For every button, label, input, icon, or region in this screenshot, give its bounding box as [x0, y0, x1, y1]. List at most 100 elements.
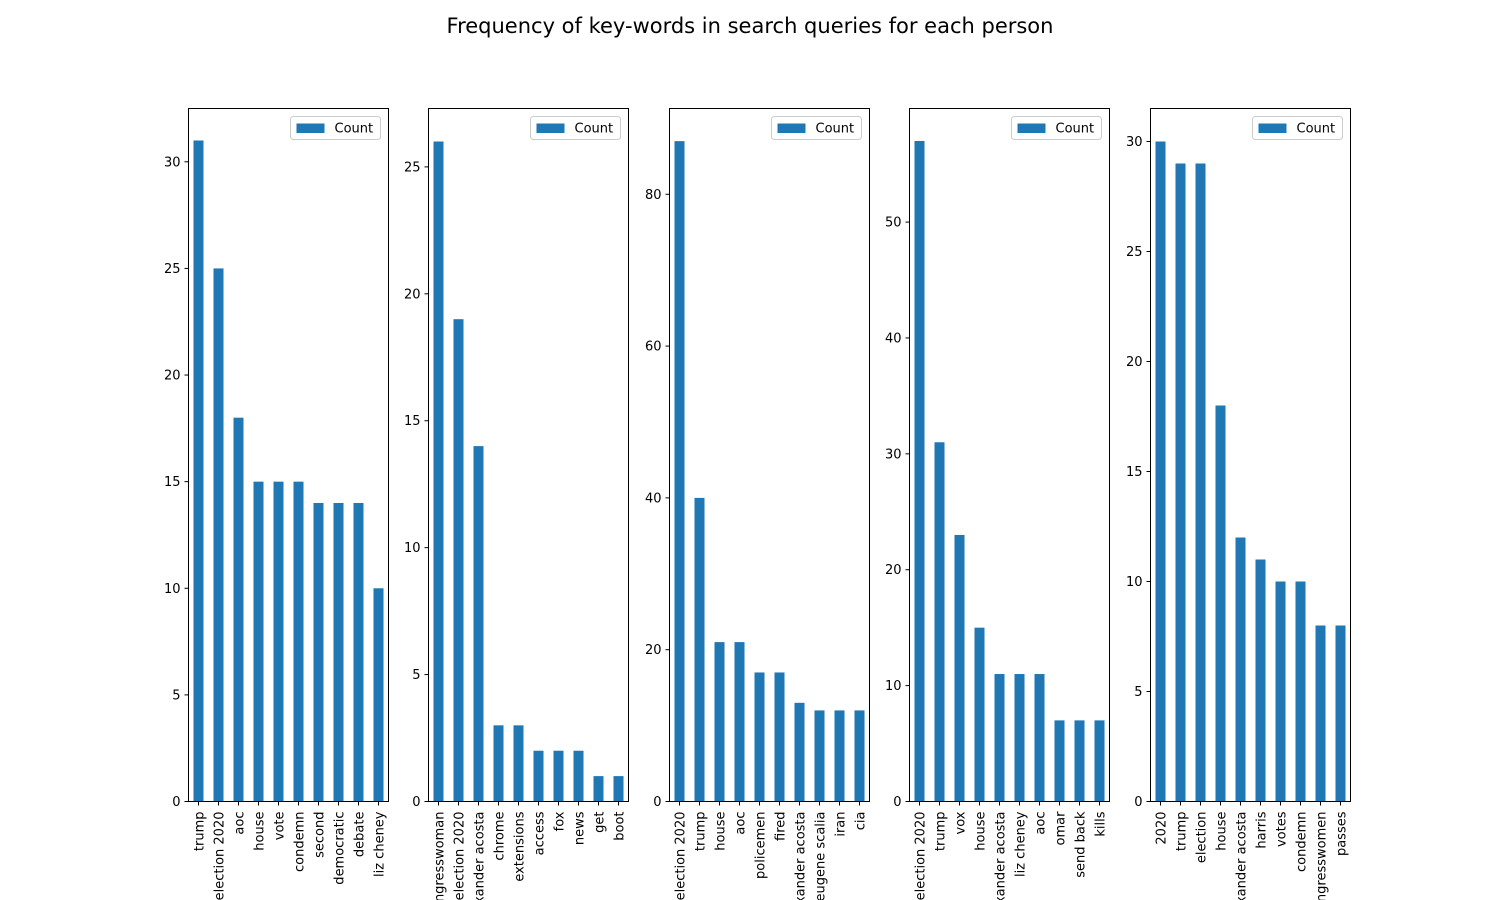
bar	[193, 140, 204, 802]
bar	[1094, 720, 1105, 802]
x-tick-label: alexander acosta	[473, 812, 488, 900]
x-tick-label: congresswoman	[433, 812, 448, 900]
y-tick-label: 0	[893, 795, 901, 810]
legend-box	[530, 116, 621, 140]
bar	[834, 710, 845, 802]
y-tick-label: 0	[1134, 795, 1142, 810]
y-tick-label: 20	[404, 287, 421, 302]
legend-label: Count	[816, 122, 855, 137]
x-tick-label: congresswomen	[1315, 812, 1330, 900]
bar	[313, 502, 324, 802]
bar	[774, 672, 785, 802]
x-tick-label: alexander acosta	[794, 812, 809, 900]
bar	[333, 502, 344, 802]
x-tick-label: harris	[1255, 811, 1270, 848]
legend-label: Count	[1056, 122, 1095, 137]
y-tick-label: 60	[645, 340, 662, 355]
bar	[814, 710, 825, 802]
y-tick-label: 0	[412, 795, 420, 810]
x-tick-label: liz cheney	[1014, 811, 1029, 877]
chart-panel-5: 0 5 10 15 20 25 30 2020 trump election house alexan…	[1126, 108, 1351, 900]
bar	[1275, 581, 1286, 802]
y-tick-label: 10	[885, 679, 902, 694]
y-tick-label: 25	[164, 262, 181, 277]
y-tick-label: 20	[1126, 355, 1143, 370]
x-tick-label: policemen	[754, 812, 769, 879]
axes-frame	[428, 108, 629, 802]
y-tick-label: 30	[885, 447, 902, 462]
bar	[513, 725, 524, 802]
y-tick-label: 15	[1126, 465, 1143, 480]
y-tick-label: 10	[164, 582, 181, 597]
x-tick-label: house	[974, 811, 989, 850]
x-tick-label: second	[313, 812, 328, 858]
x-tick-label: news	[573, 811, 588, 845]
chart-panel-2: 0 5 10 15 20 25 congresswoman election 2020 alex…	[404, 108, 629, 900]
bar	[433, 141, 444, 802]
x-tick-label: trump	[934, 812, 949, 852]
x-tick-label: house	[714, 811, 729, 850]
bar	[1014, 674, 1025, 802]
legend-label: Count	[575, 122, 614, 137]
x-tick-label: election 2020	[674, 812, 689, 900]
bar	[1195, 163, 1206, 802]
legend-swatch	[1258, 123, 1287, 133]
bar	[1155, 141, 1166, 802]
bar	[754, 672, 765, 802]
chart-panel-1: 0 5 10 15 20 25 30 trump election 2020 aoc house vo…	[164, 108, 389, 900]
bar	[553, 750, 564, 802]
y-tick-label: 0	[172, 795, 180, 810]
bar	[273, 481, 284, 802]
bar	[994, 674, 1005, 802]
y-tick-label: 80	[645, 188, 662, 203]
y-tick-label: 5	[172, 688, 180, 703]
y-tick-label: 20	[164, 369, 181, 384]
x-tick-label: cia	[854, 812, 869, 831]
bar	[373, 588, 384, 802]
legend-label: Count	[1297, 122, 1336, 137]
x-tick-label: get	[593, 812, 608, 833]
x-tick-label: send back	[1074, 811, 1089, 878]
legend-box	[290, 116, 381, 140]
bar	[974, 627, 985, 802]
y-tick-label: 0	[653, 795, 661, 810]
x-tick-label: aoc	[233, 812, 248, 835]
axes-frame	[909, 108, 1110, 802]
bar	[213, 268, 224, 802]
bar	[1215, 405, 1226, 802]
x-tick-label: extensions	[513, 811, 528, 881]
bar	[914, 140, 925, 802]
chart-panel-3: 0 20 40 60 80 election 2020 trump house aoc polic…	[645, 108, 870, 900]
legend-box	[771, 116, 862, 140]
legend-swatch	[777, 123, 806, 133]
x-tick-label: fired	[774, 812, 789, 842]
x-tick-label: democratic	[333, 812, 348, 885]
bar	[533, 750, 544, 802]
bar	[1295, 581, 1306, 802]
x-tick-label: debate	[353, 812, 368, 858]
x-tick-label: alexander acosta	[994, 812, 1009, 900]
axes-frame	[188, 108, 389, 802]
legend-box	[1011, 116, 1102, 140]
x-tick-label: election 2020	[213, 812, 228, 900]
bar	[734, 642, 745, 802]
bar	[1175, 163, 1186, 802]
x-tick-label: chrome	[493, 811, 508, 860]
legend-swatch	[1017, 123, 1046, 133]
y-tick-label: 30	[1126, 135, 1143, 150]
chart-panel-4: 0 10 20 30 40 50 election 2020 trump vox house ale…	[885, 108, 1110, 900]
bar	[593, 776, 604, 802]
legend-box	[1252, 116, 1343, 140]
y-tick-label: 10	[1126, 575, 1143, 590]
x-tick-label: election 2020	[914, 812, 929, 900]
y-tick-label: 10	[404, 541, 421, 556]
x-tick-label: trump	[193, 812, 208, 852]
y-tick-label: 5	[1134, 685, 1142, 700]
x-tick-label: aoc	[1034, 812, 1049, 835]
axes-frame	[1150, 108, 1351, 802]
bar	[1034, 674, 1045, 802]
x-tick-label: vox	[954, 811, 969, 834]
bar	[353, 502, 364, 802]
bar	[573, 750, 584, 802]
y-tick-label: 20	[885, 563, 902, 578]
